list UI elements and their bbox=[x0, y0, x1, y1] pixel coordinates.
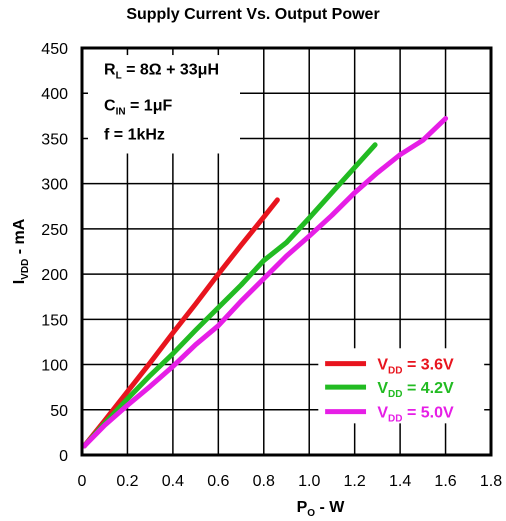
x-tick-label: 1.8 bbox=[480, 473, 502, 490]
y-tick-label: 250 bbox=[41, 222, 68, 239]
condition-text: RL = 8Ω + 33μH bbox=[104, 62, 219, 82]
condition-text: f = 1kHz bbox=[104, 126, 165, 143]
x-tick-label: 0.6 bbox=[207, 473, 229, 490]
y-tick-label: 200 bbox=[41, 267, 68, 284]
y-tick-label: 350 bbox=[41, 131, 68, 148]
x-axis-label: PO - W bbox=[297, 499, 346, 519]
condition-text: CIN = 1μF bbox=[104, 97, 172, 117]
y-tick-label: 0 bbox=[59, 448, 68, 465]
x-tick-label: 0.8 bbox=[253, 473, 275, 490]
y-tick-label: 400 bbox=[41, 86, 68, 103]
legend-label: VDD = 4.2V bbox=[377, 380, 454, 400]
legend-label: VDD = 5.0V bbox=[377, 405, 454, 425]
series-line bbox=[81, 142, 378, 449]
series-line bbox=[81, 197, 280, 449]
y-tick-label: 50 bbox=[50, 403, 68, 420]
x-tick-label: 0.2 bbox=[116, 473, 138, 490]
x-tick-label: 1.6 bbox=[434, 473, 456, 490]
series-line bbox=[81, 116, 449, 449]
plot-frame bbox=[80, 46, 493, 457]
y-axis-label: IVDD - mA bbox=[11, 218, 31, 284]
x-tick-label: 0 bbox=[78, 473, 87, 490]
x-tick-label: 0.4 bbox=[162, 473, 184, 490]
y-tick-label: 450 bbox=[41, 41, 68, 58]
legend-label: VDD = 3.6V bbox=[377, 357, 454, 377]
x-tick-label: 1.2 bbox=[344, 473, 366, 490]
conditions-box bbox=[88, 55, 240, 154]
y-tick-label: 300 bbox=[41, 177, 68, 194]
x-tick-label: 1.4 bbox=[389, 473, 411, 490]
chart-title: Supply Current Vs. Output Power bbox=[126, 6, 380, 23]
y-tick-label: 150 bbox=[41, 312, 68, 329]
y-tick-label: 100 bbox=[41, 358, 68, 375]
x-tick-label: 1.0 bbox=[298, 473, 320, 490]
